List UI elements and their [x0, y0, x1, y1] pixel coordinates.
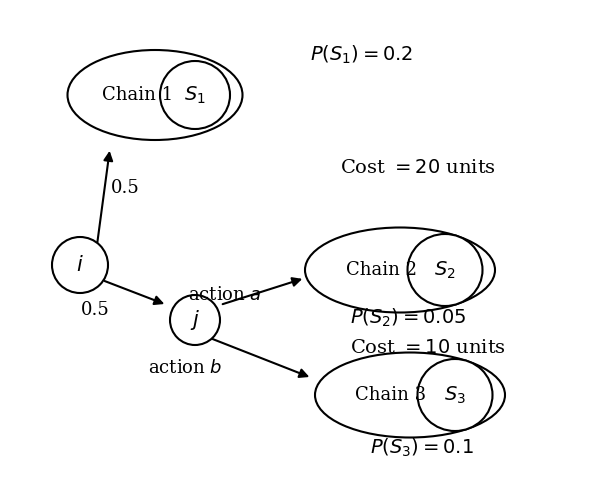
Text: Chain 3: Chain 3 — [356, 386, 427, 404]
Text: Chain 1: Chain 1 — [102, 86, 173, 104]
Text: $S_2$: $S_2$ — [434, 259, 456, 281]
Circle shape — [170, 295, 220, 345]
Ellipse shape — [418, 359, 493, 431]
Text: $S_3$: $S_3$ — [444, 384, 466, 406]
Text: Cost $= 20$ units: Cost $= 20$ units — [340, 159, 496, 177]
Ellipse shape — [305, 228, 495, 312]
Text: action $a$: action $a$ — [188, 286, 262, 304]
Text: Cost $= 10$ units: Cost $= 10$ units — [350, 339, 506, 357]
Ellipse shape — [160, 61, 230, 129]
Circle shape — [52, 237, 108, 293]
Ellipse shape — [67, 50, 242, 140]
Text: $j$: $j$ — [190, 308, 200, 332]
Text: $i$: $i$ — [76, 255, 84, 275]
Text: $S_1$: $S_1$ — [184, 84, 206, 106]
Text: $P(S_3) = 0.1$: $P(S_3) = 0.1$ — [370, 437, 474, 459]
Text: 0.5: 0.5 — [81, 301, 109, 319]
Text: action $b$: action $b$ — [148, 359, 222, 377]
Text: $P(S_1) = 0.2$: $P(S_1) = 0.2$ — [310, 44, 412, 66]
Text: Chain 2: Chain 2 — [345, 261, 416, 279]
Text: 0.5: 0.5 — [111, 179, 139, 197]
Ellipse shape — [315, 352, 505, 438]
Ellipse shape — [407, 234, 482, 306]
Text: $P(S_2) = 0.05$: $P(S_2) = 0.05$ — [350, 307, 466, 329]
